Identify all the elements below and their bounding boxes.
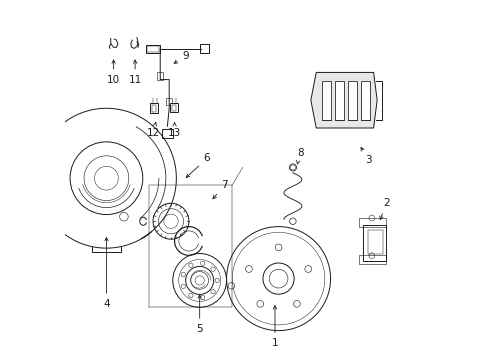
Bar	[359, 218, 386, 226]
Bar	[362, 225, 386, 261]
Circle shape	[289, 164, 296, 171]
Bar	[334, 81, 343, 120]
Text: 12: 12	[146, 122, 160, 138]
Text: 9: 9	[174, 51, 188, 63]
Bar	[152, 105, 156, 112]
Circle shape	[289, 218, 296, 225]
Bar	[157, 72, 163, 80]
Bar	[166, 98, 172, 105]
Text: 3: 3	[360, 147, 371, 165]
Bar	[199, 44, 208, 53]
Text: 7: 7	[212, 180, 227, 199]
Bar	[347, 81, 356, 120]
Bar	[147, 46, 159, 51]
Bar	[150, 103, 158, 113]
Bar	[359, 255, 386, 264]
Bar	[172, 105, 176, 111]
Bar	[361, 81, 369, 120]
Text: 4: 4	[103, 238, 109, 309]
Polygon shape	[310, 72, 376, 128]
Bar	[170, 103, 178, 112]
Text: 8: 8	[296, 148, 303, 164]
Text: 13: 13	[167, 122, 181, 138]
Text: 2: 2	[379, 198, 388, 220]
Bar	[145, 45, 160, 53]
Text: 10: 10	[107, 60, 120, 85]
Bar	[321, 81, 330, 120]
Text: 6: 6	[186, 153, 210, 177]
Bar	[367, 230, 382, 253]
Text: 1: 1	[271, 306, 278, 348]
Text: 5: 5	[196, 295, 203, 334]
Bar	[162, 129, 172, 138]
Text: 11: 11	[128, 60, 142, 85]
